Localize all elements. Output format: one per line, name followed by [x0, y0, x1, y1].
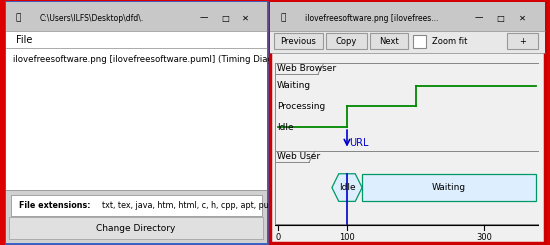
Text: Idle: Idle: [339, 183, 355, 192]
FancyBboxPatch shape: [370, 33, 408, 49]
FancyBboxPatch shape: [6, 2, 267, 31]
Text: ilovefreesoftware.png [ilovefreesoftware.puml] (Timing Diagram): ilovefreesoftware.png [ilovefreesoftware…: [13, 55, 294, 64]
Text: 300: 300: [476, 233, 492, 242]
Text: C:\Users\ILFS\Desktop\dfd\.: C:\Users\ILFS\Desktop\dfd\.: [40, 13, 144, 23]
Text: 0: 0: [276, 233, 281, 242]
FancyBboxPatch shape: [6, 2, 267, 243]
FancyBboxPatch shape: [270, 2, 544, 31]
Text: ilovefreesoftware.png [ilovefrees...: ilovefreesoftware.png [ilovefrees...: [305, 13, 439, 23]
FancyBboxPatch shape: [6, 190, 267, 243]
Text: Zoom fit: Zoom fit: [432, 37, 467, 46]
Text: —: —: [474, 13, 483, 23]
Text: 100: 100: [339, 233, 355, 242]
FancyBboxPatch shape: [274, 33, 323, 49]
FancyBboxPatch shape: [326, 33, 367, 49]
Text: +: +: [519, 37, 526, 46]
Text: Waiting: Waiting: [277, 81, 311, 90]
Polygon shape: [332, 174, 362, 201]
Text: —: —: [200, 13, 208, 23]
Text: URL: URL: [349, 138, 368, 148]
Text: ✕: ✕: [243, 13, 249, 23]
Text: Idle: Idle: [277, 123, 294, 132]
Text: Processing: Processing: [277, 102, 325, 111]
Text: Waiting: Waiting: [432, 183, 466, 192]
Text: Previous: Previous: [280, 37, 316, 46]
Text: File: File: [16, 35, 32, 45]
Text: Web User: Web User: [277, 152, 320, 161]
Text: 🖼: 🖼: [280, 13, 286, 23]
Text: 🎨: 🎨: [16, 13, 21, 23]
Text: ✕: ✕: [519, 13, 526, 23]
FancyBboxPatch shape: [412, 35, 426, 48]
FancyBboxPatch shape: [270, 2, 544, 243]
FancyBboxPatch shape: [507, 33, 538, 49]
FancyBboxPatch shape: [6, 31, 267, 48]
Text: File extensions:: File extensions:: [19, 201, 90, 210]
Text: Web Browser: Web Browser: [277, 64, 336, 73]
FancyBboxPatch shape: [9, 217, 263, 239]
Polygon shape: [362, 174, 536, 201]
FancyBboxPatch shape: [11, 195, 262, 216]
Text: Change Directory: Change Directory: [96, 224, 176, 233]
Text: txt, tex, java, htm, html, c, h, cpp, apt, pu,: txt, tex, java, htm, html, c, h, cpp, ap…: [102, 201, 271, 210]
FancyBboxPatch shape: [270, 31, 544, 53]
Text: Copy: Copy: [336, 37, 357, 46]
FancyBboxPatch shape: [6, 48, 267, 190]
Text: □: □: [221, 13, 229, 23]
Text: Next: Next: [379, 37, 399, 46]
Text: □: □: [497, 13, 504, 23]
